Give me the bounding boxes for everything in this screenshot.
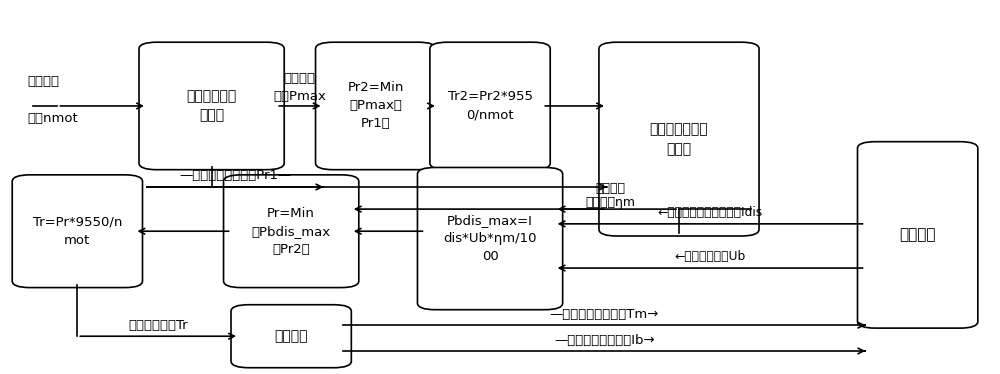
Text: 电机外特性查
表模型: 电机外特性查 表模型 (186, 89, 237, 123)
FancyBboxPatch shape (417, 168, 563, 310)
FancyBboxPatch shape (316, 42, 436, 170)
FancyBboxPatch shape (858, 142, 978, 328)
Text: 电机峰值: 电机峰值 (284, 72, 316, 85)
Text: 电机系统: 电机系统 (274, 329, 308, 343)
FancyBboxPatch shape (139, 42, 284, 170)
Text: —电机实际输出转矩Tm→: —电机实际输出转矩Tm→ (550, 308, 659, 321)
Text: Pr2=Min
（Pmax，
Pr1）: Pr2=Min （Pmax， Pr1） (348, 82, 404, 131)
Text: 运行效率ηm: 运行效率ηm (586, 196, 636, 209)
Text: 电机请求转矩Tr: 电机请求转矩Tr (128, 319, 188, 332)
FancyBboxPatch shape (224, 175, 359, 288)
Text: Tr2=Pr2*955
0/nmot: Tr2=Pr2*955 0/nmot (448, 91, 533, 122)
Text: 电机系统效率查
表模型: 电机系统效率查 表模型 (650, 122, 708, 156)
Text: 转速nmot: 转速nmot (28, 112, 78, 125)
Text: Tr=Pr*9550/n
mot: Tr=Pr*9550/n mot (33, 216, 122, 247)
FancyBboxPatch shape (430, 42, 550, 170)
Text: ←电池当前电压Ub: ←电池当前电压Ub (674, 250, 746, 263)
Text: Pbdis_max=I
dis*Ub*ηm/10
00: Pbdis_max=I dis*Ub*ηm/10 00 (443, 214, 537, 263)
Text: —电机初次请求功率Pr1—: —电机初次请求功率Pr1— (179, 169, 291, 182)
Text: Pr=Min
（Pbdis_max
，Pr2）: Pr=Min （Pbdis_max ，Pr2） (252, 207, 331, 256)
FancyBboxPatch shape (599, 42, 759, 236)
Text: 电池系统: 电池系统 (899, 227, 936, 242)
FancyBboxPatch shape (231, 305, 351, 368)
Text: —电池实际输出电流Ib→: —电池实际输出电流Ib→ (554, 334, 655, 347)
Text: ←电池允许最大放电电流Idis: ←电池允许最大放电电流Idis (657, 206, 763, 218)
Text: 电机当前: 电机当前 (28, 76, 60, 89)
Text: 功率Pmax: 功率Pmax (273, 90, 326, 103)
Text: 电机系统: 电机系统 (596, 183, 626, 195)
FancyBboxPatch shape (12, 175, 142, 288)
